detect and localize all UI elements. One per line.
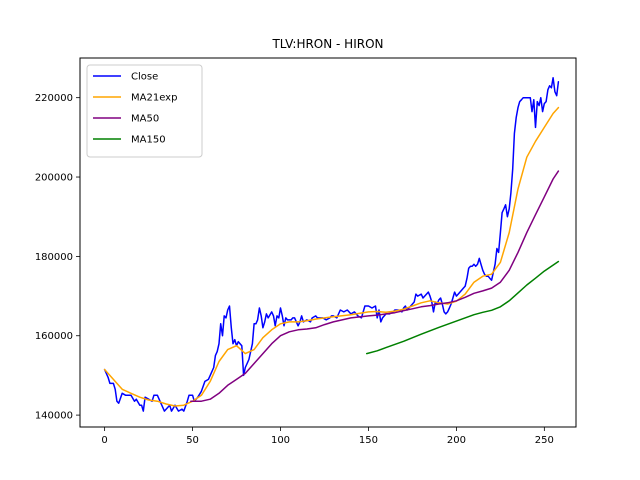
series-line-ma150 <box>365 260 560 355</box>
x-tick-label: 250 <box>535 435 554 446</box>
series-line-close <box>103 77 560 412</box>
y-tick-label: 160000 <box>35 331 73 342</box>
x-tick-label: 0 <box>101 435 107 446</box>
legend: Close MA21exp MA50 MA150 <box>86 64 203 158</box>
y-tick-label: 220000 <box>35 93 73 104</box>
y-tick-label: 200000 <box>35 173 73 184</box>
series-line-ma21exp <box>103 106 560 407</box>
y-tick-label: 180000 <box>35 252 73 263</box>
chart-title: TLV:HRON - HIRON <box>271 37 383 51</box>
y-tick-label: 140000 <box>35 411 73 422</box>
legend-label-close: Close <box>131 72 158 83</box>
legend-label-ma150: MA150 <box>131 135 166 146</box>
legend-box <box>86 64 203 158</box>
series-layer <box>103 77 560 412</box>
series-line-ma50 <box>190 170 560 402</box>
ticks-layer: 0 50 100 150 200 250 140000 160000 180000 200000 2… <box>35 93 554 446</box>
legend-label-ma50: MA50 <box>131 114 159 125</box>
x-tick-label: 50 <box>186 435 199 446</box>
x-tick-label: 200 <box>447 435 466 446</box>
x-tick-label: 100 <box>271 435 290 446</box>
x-tick-label: 150 <box>359 435 378 446</box>
plot-frame <box>79 57 577 428</box>
legend-label-ma21exp: MA21exp <box>131 93 177 104</box>
